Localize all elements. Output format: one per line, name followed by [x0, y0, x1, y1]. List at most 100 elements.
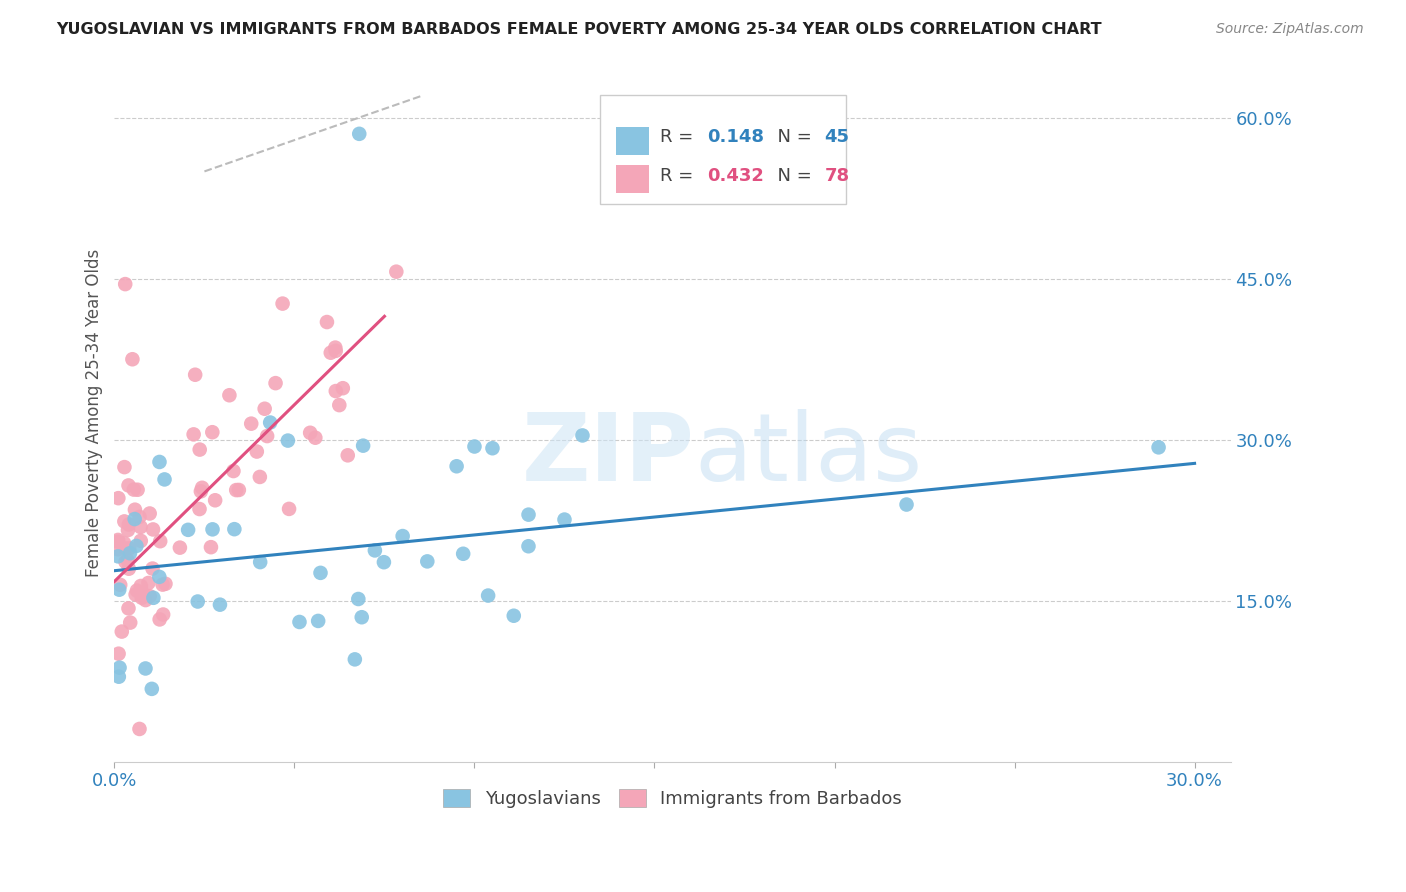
Point — [336, 448, 359, 462]
Point — [385, 265, 408, 279]
Point — [122, 483, 145, 497]
Point — [138, 576, 160, 591]
Point — [112, 515, 135, 529]
Point — [124, 502, 146, 516]
Point — [111, 624, 134, 639]
Point — [117, 601, 139, 615]
Point — [896, 498, 918, 512]
Point — [191, 481, 214, 495]
Point — [114, 460, 136, 475]
Point — [463, 440, 485, 454]
Point — [124, 588, 146, 602]
Point — [131, 591, 153, 605]
Point — [114, 541, 136, 556]
Point — [240, 417, 263, 431]
Point — [222, 464, 245, 478]
Point — [201, 425, 224, 440]
Point — [325, 384, 347, 398]
Point — [118, 546, 141, 560]
Point — [114, 555, 136, 569]
Point — [107, 542, 129, 557]
Point — [114, 277, 136, 292]
Point — [127, 483, 149, 497]
Point — [117, 523, 139, 537]
FancyBboxPatch shape — [616, 127, 650, 155]
Point — [502, 608, 524, 623]
Point — [177, 523, 200, 537]
Point — [128, 509, 150, 524]
Point — [188, 502, 211, 516]
Text: Source: ZipAtlas.com: Source: ZipAtlas.com — [1216, 22, 1364, 37]
Point — [246, 444, 269, 458]
Point — [304, 431, 326, 445]
Point — [117, 478, 139, 492]
Point — [142, 591, 165, 605]
Point — [107, 491, 129, 505]
Point — [121, 352, 143, 367]
Point — [108, 582, 131, 597]
Text: ZIP: ZIP — [522, 409, 695, 500]
Point — [319, 345, 342, 359]
Point — [451, 547, 474, 561]
Text: 45: 45 — [824, 128, 849, 146]
Text: YUGOSLAVIAN VS IMMIGRANTS FROM BARBADOS FEMALE POVERTY AMONG 25-34 YEAR OLDS COR: YUGOSLAVIAN VS IMMIGRANTS FROM BARBADOS … — [56, 22, 1102, 37]
Point — [141, 681, 163, 696]
Point — [299, 425, 322, 440]
Point — [132, 586, 155, 600]
Point — [118, 541, 141, 556]
Point — [129, 579, 152, 593]
Point — [201, 522, 224, 536]
Legend: Yugoslavians, Immigrants from Barbados: Yugoslavians, Immigrants from Barbados — [436, 781, 910, 815]
Point — [200, 540, 222, 554]
Point — [129, 533, 152, 548]
Point — [316, 315, 339, 329]
Point — [125, 583, 148, 598]
Point — [187, 594, 209, 608]
Point — [249, 470, 271, 484]
Point — [169, 541, 191, 555]
FancyBboxPatch shape — [600, 95, 845, 203]
Text: atlas: atlas — [695, 409, 924, 500]
Point — [134, 661, 156, 675]
FancyBboxPatch shape — [616, 165, 650, 194]
Point — [183, 427, 205, 442]
Text: 0.148: 0.148 — [707, 128, 763, 146]
Y-axis label: Female Poverty Among 25-34 Year Olds: Female Poverty Among 25-34 Year Olds — [86, 249, 103, 577]
Text: N =: N = — [766, 167, 818, 185]
Point — [148, 570, 170, 584]
Point — [112, 536, 135, 550]
Text: N =: N = — [766, 128, 818, 146]
Point — [288, 615, 311, 629]
Point — [184, 368, 207, 382]
Point — [228, 483, 250, 497]
Point — [253, 401, 276, 416]
Point — [224, 522, 246, 536]
Point — [129, 520, 152, 534]
Point — [208, 598, 231, 612]
Point — [108, 661, 131, 675]
Point — [149, 534, 172, 549]
Point — [277, 434, 299, 448]
Text: 78: 78 — [824, 167, 849, 185]
Point — [204, 493, 226, 508]
Point — [124, 512, 146, 526]
Point — [249, 555, 271, 569]
Point — [446, 459, 468, 474]
Point — [309, 566, 332, 580]
Point — [553, 512, 575, 526]
Point — [138, 507, 160, 521]
Point — [517, 508, 540, 522]
Point — [153, 472, 176, 486]
Point — [391, 529, 413, 543]
Point — [350, 610, 373, 624]
Point — [120, 615, 142, 630]
Point — [271, 296, 294, 310]
Point — [128, 722, 150, 736]
Point — [1147, 441, 1170, 455]
Point — [328, 398, 350, 412]
Point — [332, 381, 354, 395]
Point — [108, 670, 131, 684]
Point — [347, 592, 370, 607]
Point — [148, 455, 170, 469]
Point — [125, 539, 148, 553]
